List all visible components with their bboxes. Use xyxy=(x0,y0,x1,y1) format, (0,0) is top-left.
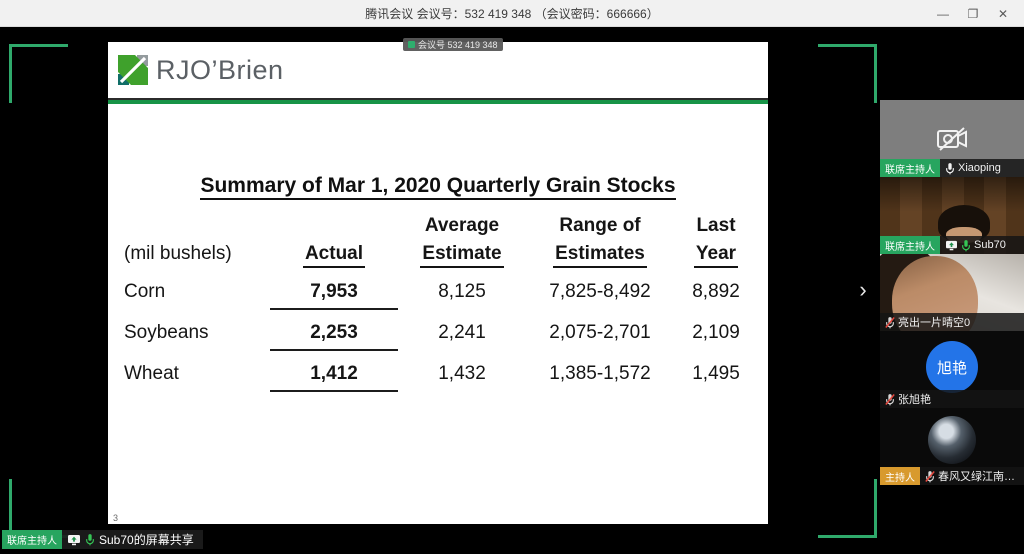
slide-header: RJO’Brien xyxy=(108,42,768,98)
row-soybeans-actual: 2,253 xyxy=(268,312,400,353)
cohost-badge: 联席主持人 xyxy=(2,530,62,549)
mic-muted-icon xyxy=(885,316,895,329)
sidebar-collapse-button[interactable]: › xyxy=(849,274,877,306)
header-rule-dark xyxy=(108,98,768,100)
close-button[interactable]: ✕ xyxy=(997,6,1009,21)
camera-off-icon xyxy=(935,126,969,152)
col-header-average-line1: Average xyxy=(424,215,500,236)
host-badge: 主持人 xyxy=(880,467,920,485)
row-wheat-lastyear: 1,495 xyxy=(692,363,740,384)
row-wheat-actual: 1,412 xyxy=(268,353,400,394)
row-corn-lastyear: 8,892 xyxy=(692,281,740,302)
window-title: 腾讯会议 会议号：532 419 348 （会议密码：666666） xyxy=(365,6,659,21)
cohost-badge: 联席主持人 xyxy=(880,159,940,177)
participant-namebar: 联席主持人 Xiaoping xyxy=(880,159,1024,177)
participant-tile-host[interactable]: 主持人 春风又绿江南… xyxy=(880,408,1024,485)
cohost-badge: 联席主持人 xyxy=(880,236,940,254)
participant-name: Xiaoping xyxy=(958,162,1001,174)
mic-muted-icon xyxy=(925,470,935,483)
participant-namebar: 亮出一片晴空0 xyxy=(880,313,1024,331)
corner-bracket-top-left xyxy=(9,44,68,103)
minimize-button[interactable]: — xyxy=(937,6,949,21)
participant-tile-liangchu[interactable]: 亮出一片晴空0 xyxy=(880,254,1024,331)
row-corn-label: Corn xyxy=(124,281,166,302)
share-status-text: Sub70的屏幕共享 xyxy=(99,533,194,547)
screen-share-stage: RJO’Brien Summary of Mar 1, 2020 Quarter… xyxy=(0,27,880,554)
mic-active-icon xyxy=(85,533,95,546)
window-titlebar: 腾讯会议 会议号：532 419 348 （会议密码：666666） — ❐ ✕ xyxy=(0,0,1024,27)
mic-on-icon xyxy=(945,162,955,175)
participant-namebar: 主持人 春风又绿江南… xyxy=(880,467,1024,485)
participant-namebar: 联席主持人 Sub70 xyxy=(880,236,1024,254)
corner-bracket-top-right xyxy=(818,44,877,103)
participant-name: 春风又绿江南… xyxy=(938,471,1015,483)
row-wheat-range: 1,385-1,572 xyxy=(549,363,651,384)
col-header-range-line2: Estimates xyxy=(524,240,676,271)
window-controls: — ❐ ✕ xyxy=(928,0,1018,27)
mic-muted-icon xyxy=(885,393,895,406)
brand-name: RJO’Brien xyxy=(156,54,284,85)
slide-page-number: 3 xyxy=(113,513,119,523)
row-corn-actual: 7,953 xyxy=(268,271,400,312)
shared-slide: RJO’Brien Summary of Mar 1, 2020 Quarter… xyxy=(108,42,768,524)
avatar xyxy=(928,416,976,464)
row-soybeans-lastyear: 2,109 xyxy=(692,322,740,343)
participant-name: 张旭艳 xyxy=(898,394,931,406)
table-header-spacer xyxy=(120,212,268,240)
row-soybeans-label: Soybeans xyxy=(124,322,209,343)
row-soybeans-range: 2,075-2,701 xyxy=(549,322,651,343)
screen-share-status-bar: 联席主持人 Sub70的屏幕共享 xyxy=(2,530,203,549)
col-header-last-line1: Last xyxy=(696,215,736,236)
screen-share-icon xyxy=(67,534,81,546)
avatar: 旭艳 xyxy=(926,341,978,393)
participant-tile-zhangxuyan[interactable]: 旭艳 张旭艳 xyxy=(880,331,1024,408)
row-corn-range: 7,825-8,492 xyxy=(549,281,651,302)
participants-sidebar: 联席主持人 Xiaoping 联席主持人 xyxy=(880,27,1024,554)
maximize-button[interactable]: ❐ xyxy=(967,6,979,21)
chevron-right-icon: › xyxy=(859,277,867,302)
rjobrien-logo-icon xyxy=(116,53,150,87)
participant-name: Sub70 xyxy=(974,239,1006,251)
col-header-average-line2: Estimate xyxy=(400,240,524,271)
row-corn-average: 8,125 xyxy=(438,281,486,302)
meeting-number-pill: 会议号 532 419 348 xyxy=(403,38,503,51)
meeting-number-text: 会议号 532 419 348 xyxy=(418,40,498,50)
screen-share-icon xyxy=(945,240,958,251)
corner-bracket-bottom-right xyxy=(818,479,877,538)
slide-title: Summary of Mar 1, 2020 Quarterly Grain S… xyxy=(108,174,768,200)
row-wheat-average: 1,432 xyxy=(438,363,486,384)
col-header-range-line1: Range of xyxy=(559,215,641,236)
row-soybeans-average: 2,241 xyxy=(438,322,486,343)
mic-active-icon xyxy=(961,239,971,252)
table-header-spacer xyxy=(268,212,400,240)
col-header-actual: Actual xyxy=(268,240,400,271)
unit-label: (mil bushels) xyxy=(124,243,232,264)
participant-namebar: 张旭艳 xyxy=(880,390,1024,408)
participant-tile-sub70[interactable]: 联席主持人 Sub70 xyxy=(880,177,1024,254)
participant-tile-xiaoping[interactable]: 联席主持人 Xiaoping xyxy=(880,100,1024,177)
participant-name: 亮出一片晴空0 xyxy=(898,317,971,329)
header-rule-green xyxy=(108,100,768,104)
shield-icon xyxy=(408,41,415,48)
col-header-last-line2: Year xyxy=(676,240,756,271)
row-wheat-label: Wheat xyxy=(124,363,179,384)
grain-stocks-table: Average Range of Last (mil bushels) Actu… xyxy=(120,212,756,394)
